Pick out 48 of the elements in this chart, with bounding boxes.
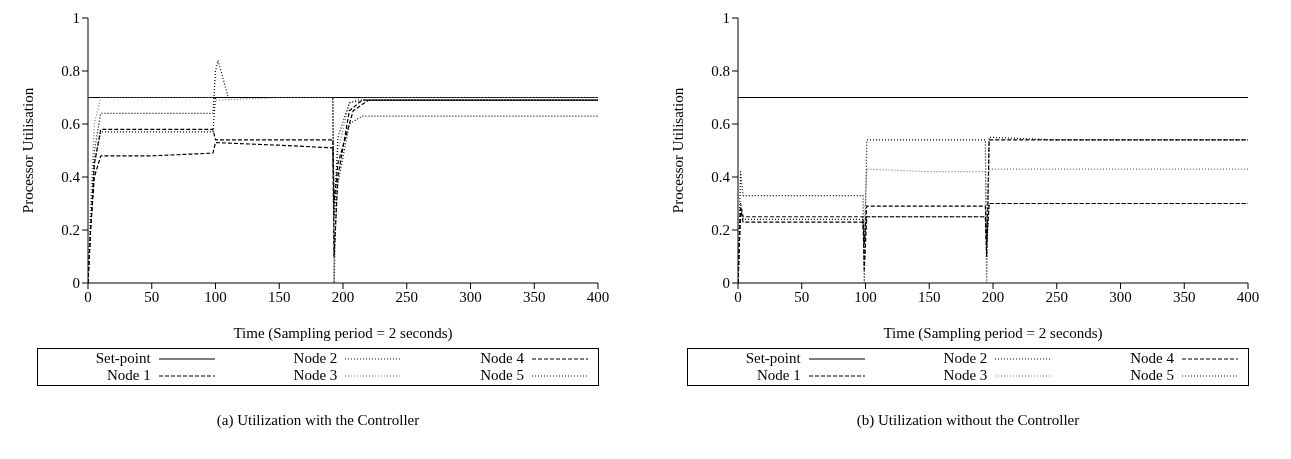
y-tick-label: 0.6 xyxy=(61,116,81,133)
legend-label: Node 1 xyxy=(106,367,151,384)
x-tick-label: 400 xyxy=(1236,288,1260,305)
y-tick-label: 0 xyxy=(72,275,80,292)
x-tick-label: 0 xyxy=(84,288,92,305)
x-tick-label: 0 xyxy=(734,288,742,305)
x-tick-label: 200 xyxy=(331,288,355,305)
legend-label: Node 4 xyxy=(1130,350,1174,367)
y-tick-label: 0.8 xyxy=(61,63,80,80)
text: (b) Utilization without the Controller xyxy=(855,412,1081,429)
legend-label: Set-point xyxy=(745,350,801,367)
legend-label: Node 4 xyxy=(480,350,524,367)
x-tick-label: 100 xyxy=(204,288,227,305)
x-axis-title: Time (Sampling period = 2 seconds) xyxy=(233,325,453,342)
x-tick-label: 250 xyxy=(395,288,418,305)
x-tick-label: 300 xyxy=(1109,288,1132,305)
legend-label: Node 1 xyxy=(756,367,801,384)
y-tick-label: 0.8 xyxy=(711,63,730,80)
x-tick-label: 250 xyxy=(1045,288,1068,305)
y-tick-label: 0.4 xyxy=(711,169,731,186)
x-tick-label: 350 xyxy=(523,288,546,305)
legend-label: Node 5 xyxy=(480,367,524,384)
x-tick-label: 400 xyxy=(586,288,610,305)
y-tick-label: 1 xyxy=(722,10,730,27)
legend-label: Node 2 xyxy=(293,350,338,367)
y-axis-title: Processor Utilisation xyxy=(670,87,687,214)
legend-label: Node 3 xyxy=(943,367,988,384)
x-tick-label: 150 xyxy=(268,288,291,305)
y-tick-label: 0.6 xyxy=(711,116,731,133)
x-axis-title: Time (Sampling period = 2 seconds) xyxy=(883,325,1103,342)
legend-label: Set-point xyxy=(95,350,151,367)
x-tick-label: 150 xyxy=(918,288,941,305)
legend-label: Node 5 xyxy=(1130,367,1174,384)
y-tick-label: 1 xyxy=(72,10,80,27)
y-tick-label: 0 xyxy=(722,275,730,292)
y-tick-label: 0.2 xyxy=(61,222,80,239)
y-tick-label: 0.2 xyxy=(711,222,730,239)
legend-label: Node 3 xyxy=(293,367,338,384)
x-tick-label: 100 xyxy=(854,288,877,305)
y-axis-title: Processor Utilisation xyxy=(20,87,37,214)
y-tick-label: 0.4 xyxy=(61,169,81,186)
x-tick-label: 350 xyxy=(1173,288,1196,305)
x-tick-label: 50 xyxy=(144,288,160,305)
x-tick-label: 300 xyxy=(459,288,482,305)
text: (a) Utilization with the Controller xyxy=(215,412,421,429)
x-tick-label: 50 xyxy=(794,288,810,305)
legend-label: Node 2 xyxy=(943,350,988,367)
x-tick-label: 200 xyxy=(981,288,1005,305)
